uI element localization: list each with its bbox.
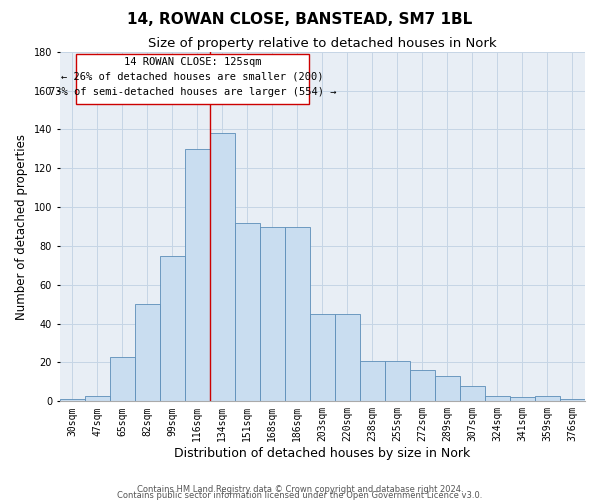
Bar xyxy=(160,256,185,402)
Text: 14 ROWAN CLOSE: 125sqm: 14 ROWAN CLOSE: 125sqm xyxy=(124,56,261,66)
Bar xyxy=(59,400,85,402)
Bar xyxy=(85,396,110,402)
Title: Size of property relative to detached houses in Nork: Size of property relative to detached ho… xyxy=(148,38,497,51)
Bar xyxy=(110,356,135,402)
X-axis label: Distribution of detached houses by size in Nork: Distribution of detached houses by size … xyxy=(174,447,470,460)
Bar xyxy=(260,226,285,402)
Bar xyxy=(485,396,510,402)
Y-axis label: Number of detached properties: Number of detached properties xyxy=(15,134,28,320)
Bar xyxy=(460,386,485,402)
Text: Contains HM Land Registry data © Crown copyright and database right 2024.: Contains HM Land Registry data © Crown c… xyxy=(137,484,463,494)
Bar xyxy=(210,134,235,402)
Bar xyxy=(335,314,360,402)
Bar xyxy=(510,398,535,402)
Bar xyxy=(435,376,460,402)
Bar xyxy=(410,370,435,402)
Bar xyxy=(385,360,410,402)
Bar xyxy=(135,304,160,402)
Bar xyxy=(235,222,260,402)
Bar xyxy=(560,400,585,402)
Bar xyxy=(285,226,310,402)
Text: 73% of semi-detached houses are larger (554) →: 73% of semi-detached houses are larger (… xyxy=(49,86,336,97)
Text: 14, ROWAN CLOSE, BANSTEAD, SM7 1BL: 14, ROWAN CLOSE, BANSTEAD, SM7 1BL xyxy=(127,12,473,28)
FancyBboxPatch shape xyxy=(76,54,308,104)
Bar xyxy=(310,314,335,402)
Bar xyxy=(360,360,385,402)
Text: ← 26% of detached houses are smaller (200): ← 26% of detached houses are smaller (20… xyxy=(61,71,323,81)
Bar xyxy=(185,149,210,402)
Bar xyxy=(535,396,560,402)
Text: Contains public sector information licensed under the Open Government Licence v3: Contains public sector information licen… xyxy=(118,492,482,500)
